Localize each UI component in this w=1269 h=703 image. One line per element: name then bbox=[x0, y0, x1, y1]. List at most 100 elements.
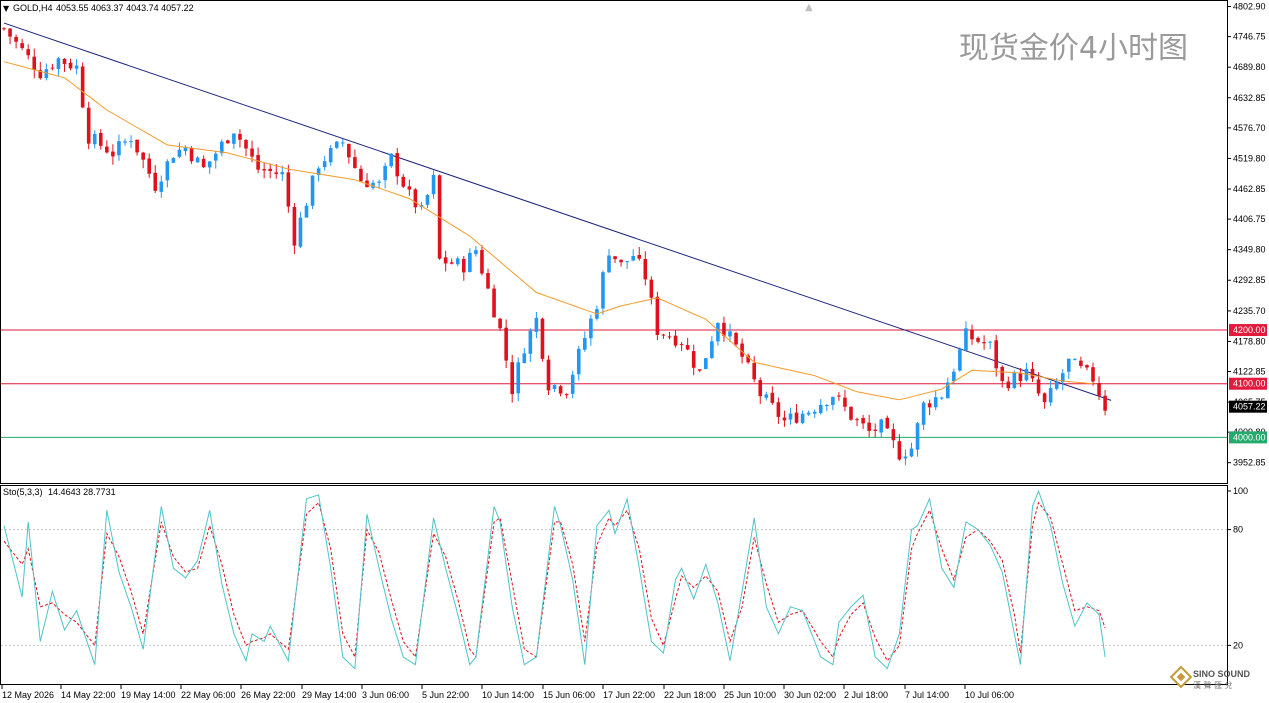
candle-bear bbox=[262, 169, 266, 171]
time-tick-label: 15 Jun 06:00 bbox=[543, 690, 595, 700]
level-label-bg bbox=[1229, 324, 1267, 337]
candle-bear bbox=[613, 256, 617, 260]
candle-bull bbox=[921, 402, 926, 425]
sino-sound-logo: SINO SOUND 漢 聲 匯 兌 bbox=[1169, 665, 1251, 690]
candle-bear bbox=[861, 418, 865, 424]
candle-bull bbox=[534, 317, 539, 332]
candle-bull bbox=[583, 338, 587, 350]
level-label-text: 4100.00 bbox=[1233, 379, 1266, 389]
candle-bull bbox=[915, 423, 920, 450]
candle-bear bbox=[667, 336, 672, 338]
candle-bear bbox=[407, 186, 412, 190]
candle-bull bbox=[764, 394, 769, 398]
candle-bear bbox=[758, 380, 763, 397]
candle-bull bbox=[704, 358, 708, 370]
candle-bear bbox=[353, 157, 357, 168]
candle-bear bbox=[1006, 381, 1011, 389]
candle-bull bbox=[310, 175, 315, 206]
candle-bear bbox=[782, 417, 787, 421]
candle-bear bbox=[558, 386, 563, 394]
candle-bear bbox=[510, 362, 514, 395]
time-tick-label: 30 Jun 02:00 bbox=[784, 690, 836, 700]
stoch-values: 14.4643 28.7731 bbox=[48, 487, 116, 497]
time-tick-label: 12 May 2026 bbox=[2, 690, 54, 700]
candle-bull bbox=[800, 413, 805, 423]
candle-bear bbox=[927, 403, 932, 408]
candle-bear bbox=[86, 107, 91, 144]
level-price-labels: 4200.00 4100.00 4000.00 4057.22 bbox=[1229, 324, 1267, 444]
level-label-text: 4200.00 bbox=[1233, 325, 1266, 335]
candle-bull bbox=[322, 161, 327, 168]
candle-bear bbox=[679, 344, 684, 346]
time-axis[interactable]: 12 May 2026 14 May 22:00 19 May 14:00 22 Ma… bbox=[1, 685, 1014, 700]
candle-bear bbox=[8, 28, 12, 37]
candle-bull bbox=[129, 141, 133, 143]
candle-bull bbox=[232, 133, 236, 144]
candle-bear bbox=[1036, 379, 1041, 394]
candle-bull bbox=[383, 165, 387, 181]
candle-bull bbox=[528, 330, 533, 354]
candle-bear bbox=[62, 58, 67, 64]
candle-bull bbox=[389, 153, 393, 167]
candle-bull bbox=[195, 157, 200, 163]
trendline-segment[interactable] bbox=[3, 22, 1112, 401]
candle-bear bbox=[292, 207, 297, 246]
candle-bull bbox=[371, 182, 375, 188]
candle-bull bbox=[825, 404, 829, 406]
candle-bull bbox=[903, 456, 908, 459]
candle-bull bbox=[92, 134, 97, 145]
candle-bull bbox=[334, 141, 339, 148]
candle-bear bbox=[837, 395, 841, 397]
candle-bear bbox=[504, 327, 508, 361]
candle-bull bbox=[728, 331, 732, 337]
candle-bear bbox=[673, 335, 678, 346]
settings-icon[interactable]: ▲ bbox=[805, 2, 813, 13]
candle-bear bbox=[50, 67, 55, 69]
candle-bear bbox=[740, 343, 744, 357]
downtrend-line[interactable] bbox=[3, 22, 1112, 401]
price-tick-label: 4462.85 bbox=[1233, 184, 1266, 194]
symbol-info-arrow-icon[interactable]: ▼ bbox=[3, 4, 10, 13]
candle-bear bbox=[540, 318, 545, 359]
stoch-axis: 100 80 20 bbox=[1227, 486, 1248, 650]
brand-sub: 漢 聲 匯 兌 bbox=[1193, 680, 1233, 690]
candle-bear bbox=[480, 250, 484, 274]
candle-bull bbox=[939, 397, 944, 399]
price-tick-label: 4746.75 bbox=[1233, 32, 1266, 42]
watermark-title: 现货金价4小时图 bbox=[959, 31, 1188, 66]
candle-bull bbox=[377, 181, 381, 183]
horizontal-levels[interactable] bbox=[1, 329, 1227, 438]
candle-bull bbox=[207, 161, 212, 168]
time-tick-label: 29 May 14:00 bbox=[302, 690, 357, 700]
candle-bull bbox=[183, 147, 188, 152]
candle-bear bbox=[238, 133, 242, 140]
price-tick-label: 4689.80 bbox=[1233, 62, 1266, 72]
candle-bull bbox=[425, 195, 430, 205]
candle-bull bbox=[589, 318, 593, 339]
candle-bull bbox=[316, 168, 321, 176]
candle-bear bbox=[637, 255, 642, 259]
candle-bear bbox=[68, 62, 73, 69]
candle-bear bbox=[244, 140, 248, 149]
candle-bull bbox=[213, 153, 218, 161]
candle-bull bbox=[806, 412, 811, 415]
current-price-label: 4057.22 bbox=[1233, 402, 1266, 412]
candle-bear bbox=[141, 152, 145, 160]
price-tick-label: 4632.85 bbox=[1233, 93, 1266, 103]
candle-bull bbox=[474, 250, 478, 254]
price-axis[interactable]: 4802.90 4746.75 4689.80 4632.85 4576.70 4519.… bbox=[1227, 1, 1266, 468]
symbol-info: GOLD,H4 bbox=[13, 3, 53, 13]
level-label-text: 4000.00 bbox=[1233, 432, 1266, 442]
candle-bear bbox=[722, 322, 726, 336]
candle-bull bbox=[341, 142, 345, 144]
candle-bear bbox=[752, 363, 756, 380]
candle-bear bbox=[14, 36, 18, 42]
candle-bull bbox=[44, 69, 49, 78]
stoch-tick-label: 20 bbox=[1233, 640, 1243, 650]
candle-bull bbox=[298, 217, 303, 247]
candle-bear bbox=[746, 355, 750, 363]
candle-bear bbox=[661, 334, 666, 336]
brand-name: SINO SOUND bbox=[1193, 669, 1251, 679]
time-tick-label: 5 Jun 22:00 bbox=[422, 690, 469, 700]
